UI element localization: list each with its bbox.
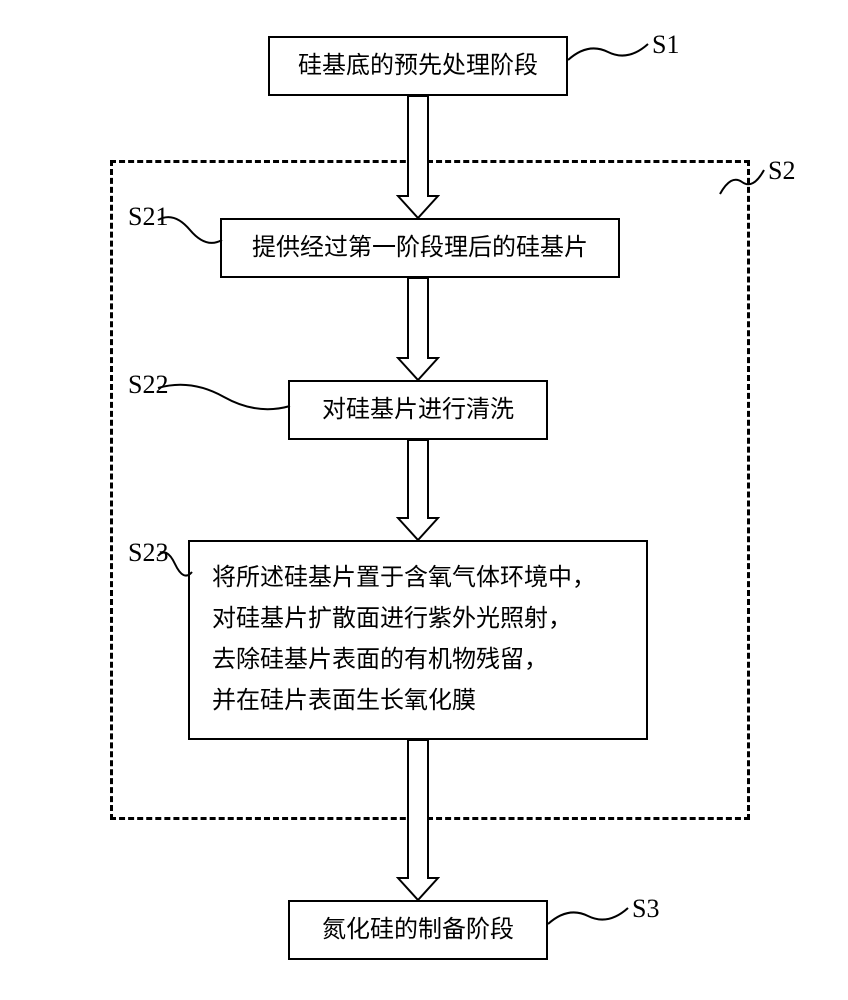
label-connector — [538, 888, 638, 944]
flow-arrow — [396, 276, 440, 382]
label-connector — [148, 200, 232, 260]
label-connector — [148, 368, 300, 426]
flow-box-text: 提供经过第一阶段理后的硅基片 — [252, 228, 588, 269]
flow-box-s22: 对硅基片进行清洗 — [288, 380, 548, 440]
label-connector — [148, 536, 202, 592]
flow-arrow — [396, 738, 440, 902]
flow-box-text: 将所述硅基片置于含氧气体环境中， 对硅基片扩散面进行紫外光照射， 去除硅基片表面… — [212, 558, 596, 721]
flow-box-text: 硅基底的预先处理阶段 — [298, 46, 538, 87]
flow-arrow — [396, 438, 440, 542]
flow-box-s3: 氮化硅的制备阶段 — [288, 900, 548, 960]
label-connector — [558, 24, 658, 80]
flow-box-text: 氮化硅的制备阶段 — [322, 910, 514, 951]
flow-box-text: 对硅基片进行清洗 — [322, 390, 514, 431]
label-connector — [710, 150, 774, 214]
flow-box-s21: 提供经过第一阶段理后的硅基片 — [220, 218, 620, 278]
flow-box-s1: 硅基底的预先处理阶段 — [268, 36, 568, 96]
flow-arrow — [396, 94, 440, 220]
flow-box-s23: 将所述硅基片置于含氧气体环境中， 对硅基片扩散面进行紫外光照射， 去除硅基片表面… — [188, 540, 648, 740]
